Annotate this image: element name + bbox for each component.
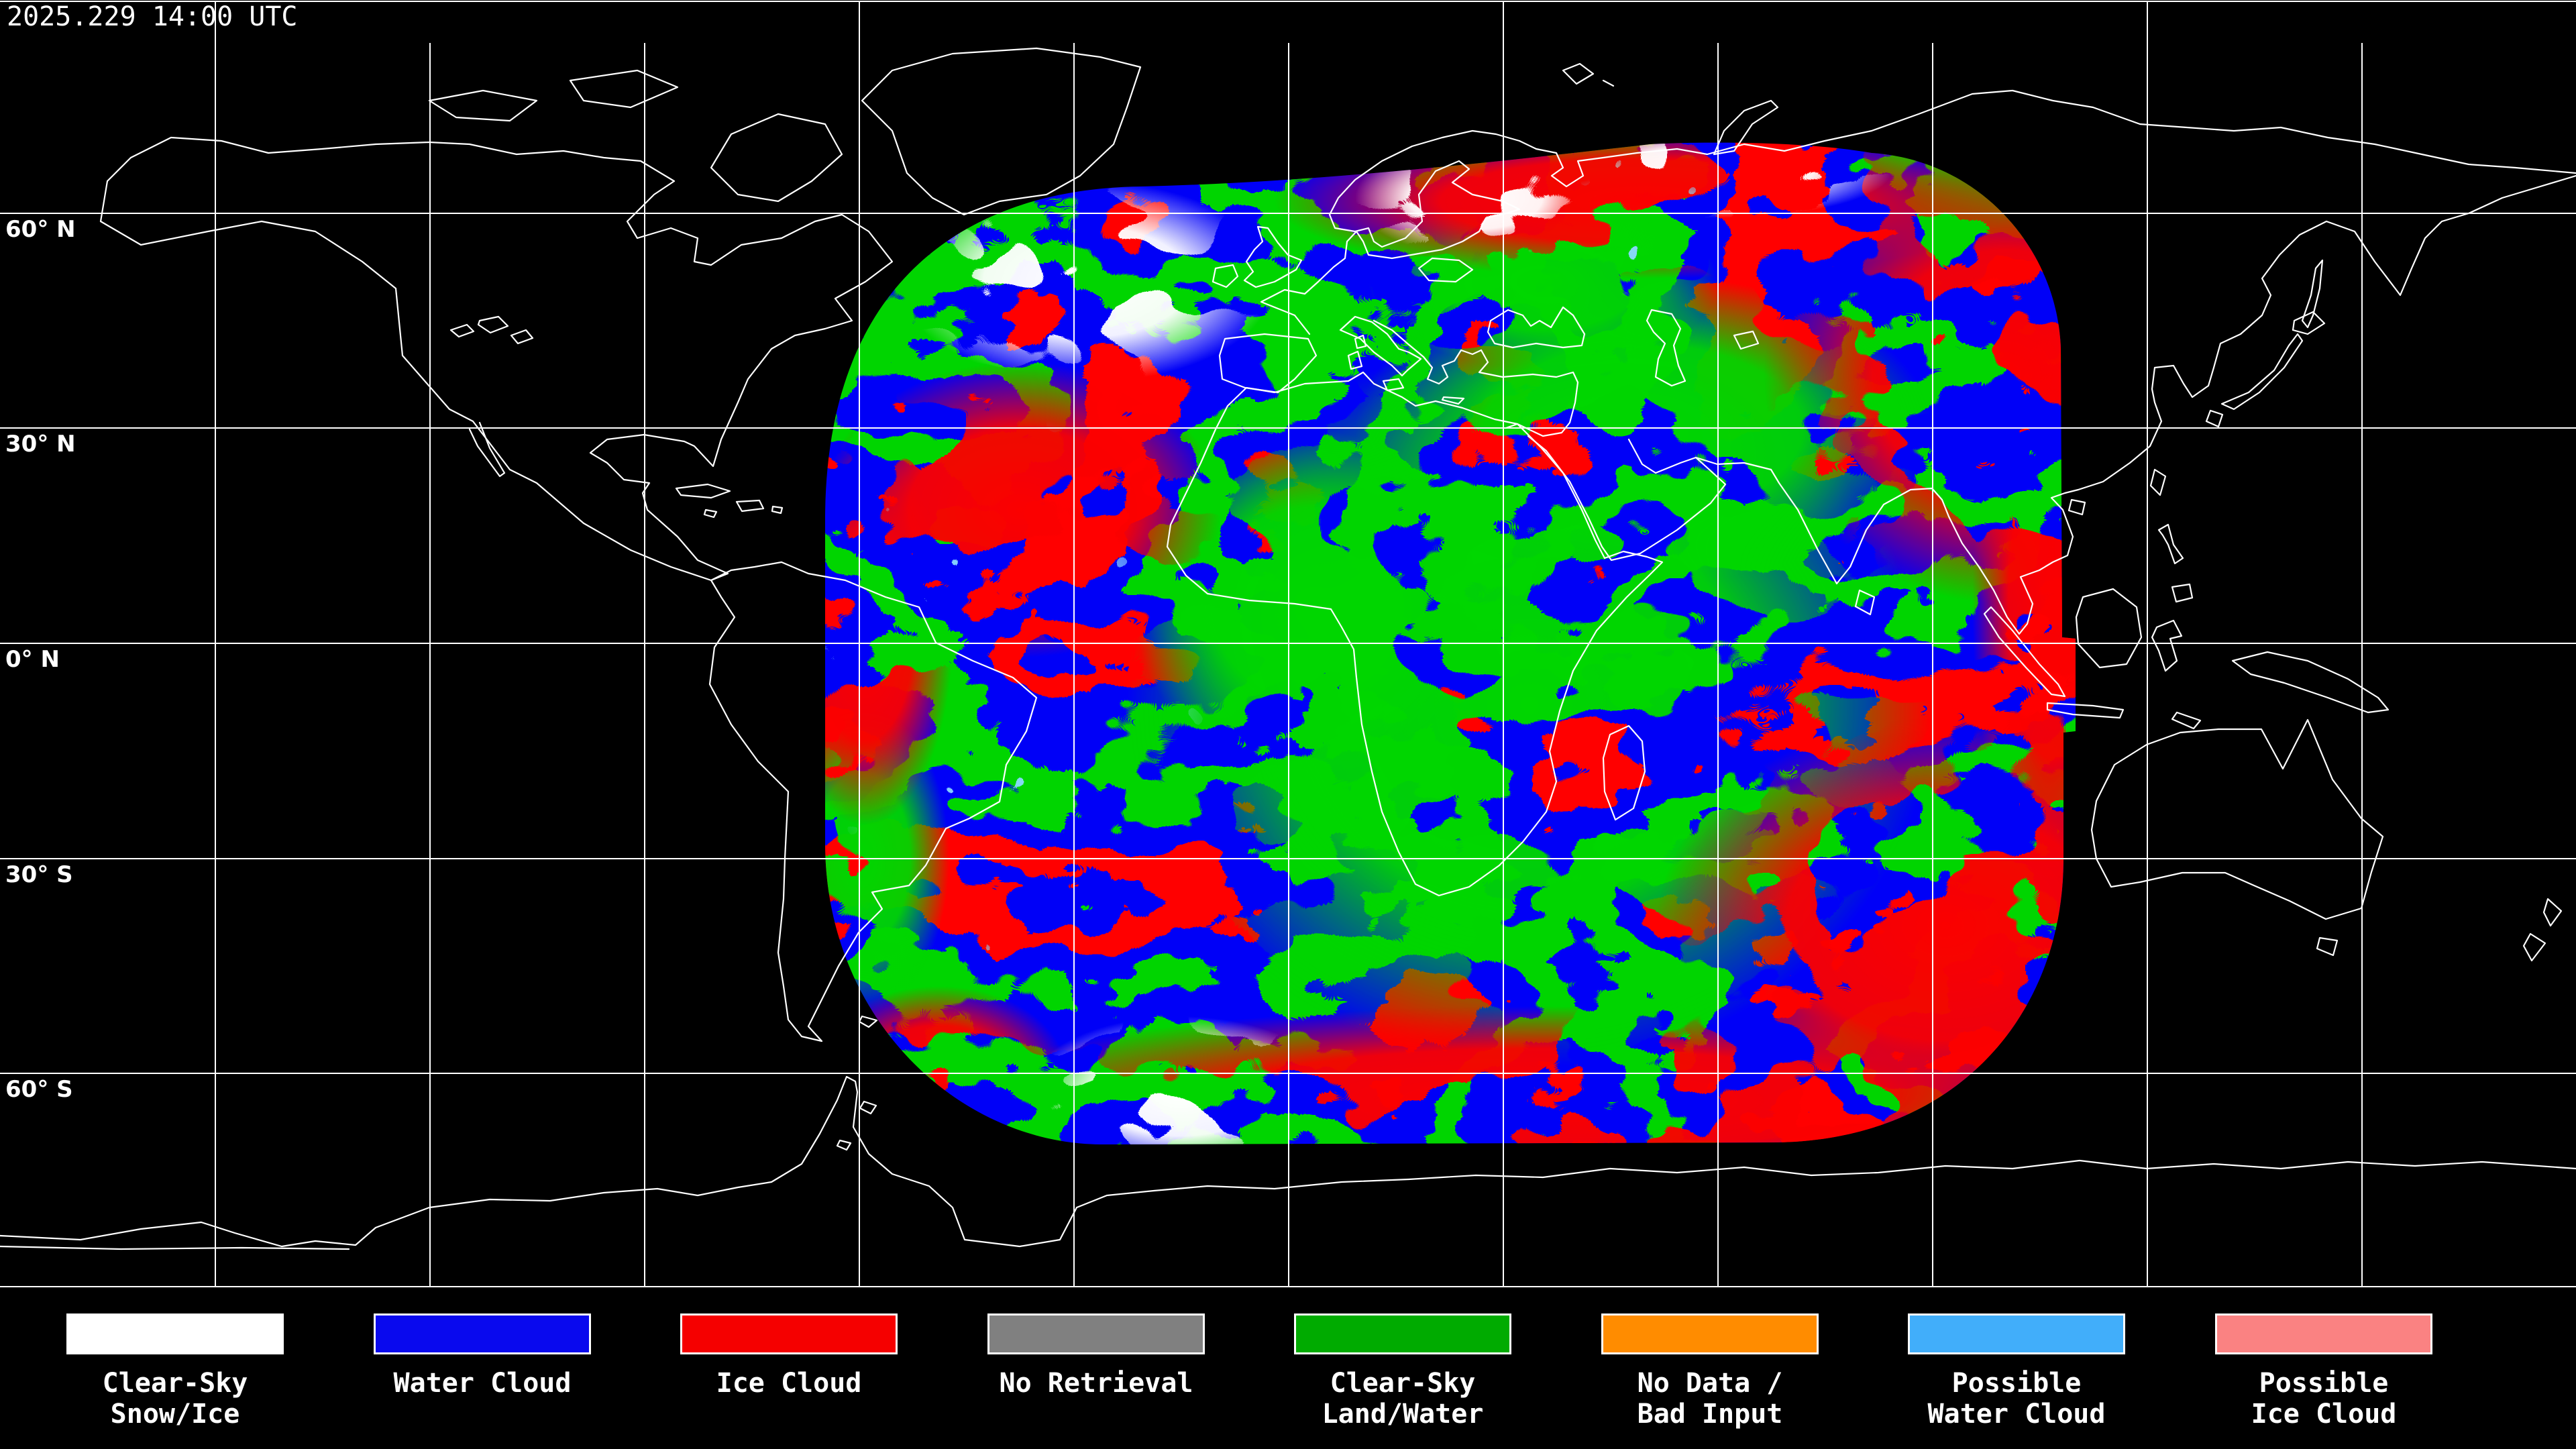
map-svg	[0, 0, 2576, 1289]
legend-label-line1: Possible	[2259, 1368, 2389, 1399]
legend-label-line1: Clear-Sky	[102, 1368, 248, 1399]
legend-color-swatch	[680, 1313, 898, 1354]
legend-color-swatch	[1908, 1313, 2125, 1354]
legend-color-swatch	[1601, 1313, 1819, 1354]
legend-label-line2: Bad Input	[1637, 1399, 1783, 1430]
legend-item-clear-sky-snow-ice: Clear-Sky Snow/Ice	[66, 1313, 284, 1430]
legend-item-ice-cloud: Ice Cloud	[680, 1313, 898, 1399]
legend-label-line1: Ice Cloud	[716, 1368, 862, 1399]
graticule	[0, 1, 2576, 1287]
legend-label-line2: Land/Water	[1322, 1399, 1484, 1430]
legend-label-line1: Possible	[1951, 1368, 2082, 1399]
legend-label: Possible Water Cloud	[1908, 1368, 2125, 1430]
legend-label: No Data / Bad Input	[1601, 1368, 1819, 1430]
legend-item-no-data-bad-input: No Data / Bad Input	[1601, 1313, 1819, 1430]
legend-color-swatch	[66, 1313, 284, 1354]
legend-label-line1: No Retrieval	[999, 1368, 1193, 1399]
legend-label: Clear-Sky Land/Water	[1294, 1368, 1511, 1430]
legend-item-possible-water-cloud: Possible Water Cloud	[1908, 1313, 2125, 1430]
legend-label: No Retrieval	[987, 1368, 1205, 1399]
legend-label: Ice Cloud	[680, 1368, 898, 1399]
legend-label-line1: Water Cloud	[393, 1368, 572, 1399]
legend-item-no-retrieval: No Retrieval	[987, 1313, 1205, 1399]
latitude-label: 30° N	[5, 431, 76, 458]
legend: Clear-Sky Snow/Ice Water Cloud Ice Cloud…	[0, 1289, 2576, 1449]
latitude-label: 0° N	[5, 646, 60, 673]
legend-color-swatch	[2215, 1313, 2432, 1354]
legend-label: Clear-Sky Snow/Ice	[66, 1368, 284, 1430]
legend-color-swatch	[987, 1313, 1205, 1354]
latitude-label: 30° S	[5, 861, 73, 888]
legend-label: Water Cloud	[374, 1368, 591, 1399]
legend-color-swatch	[1294, 1313, 1511, 1354]
legend-item-water-cloud: Water Cloud	[374, 1313, 591, 1399]
timestamp: 2025.229 14:00 UTC	[7, 1, 298, 32]
legend-label-line1: No Data /	[1637, 1368, 1783, 1399]
latitude-label: 60° S	[5, 1076, 73, 1103]
legend-item-clear-sky-land-water: Clear-Sky Land/Water	[1294, 1313, 1511, 1430]
legend-label-line2: Snow/Ice	[110, 1399, 240, 1430]
latitude-label: 60° N	[5, 216, 76, 243]
legend-label-line2: Water Cloud	[1927, 1399, 2106, 1430]
world-map-canvas: 2025.229 14:00 UTC 60° N 30° N 0° N 30° S 60…	[0, 0, 2576, 1289]
legend-label-line1: Clear-Sky	[1330, 1368, 1476, 1399]
legend-label-line2: Ice Cloud	[2251, 1399, 2397, 1430]
legend-color-swatch	[374, 1313, 591, 1354]
legend-item-possible-ice-cloud: Possible Ice Cloud	[2215, 1313, 2432, 1430]
legend-label: Possible Ice Cloud	[2215, 1368, 2432, 1430]
